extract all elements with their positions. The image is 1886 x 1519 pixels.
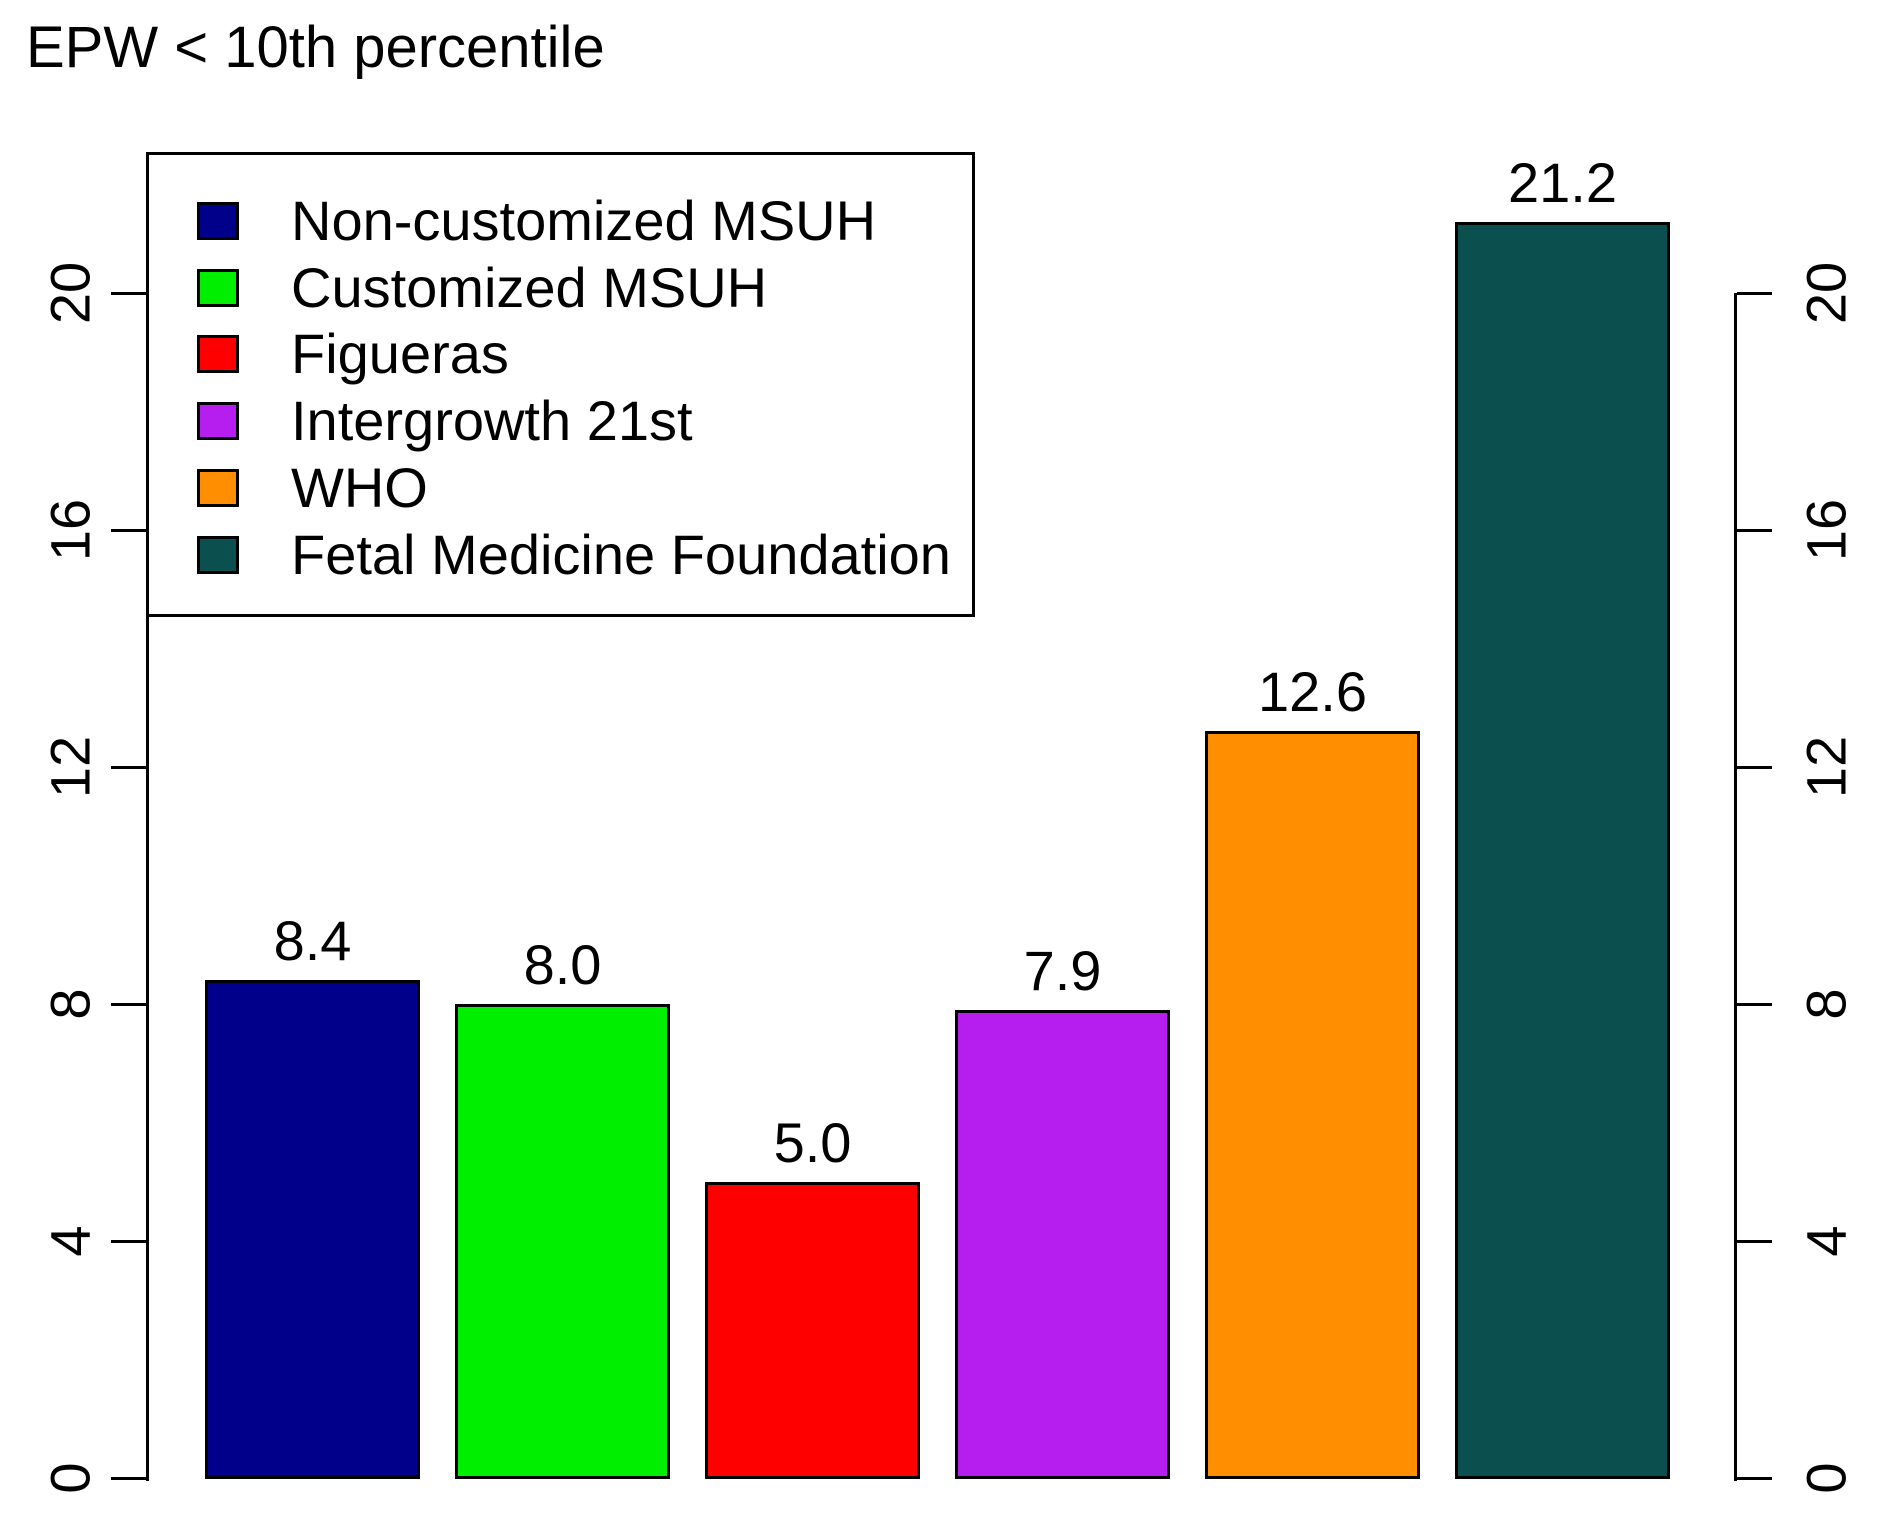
y-tick-left bbox=[111, 529, 146, 532]
y-tick-right bbox=[1737, 292, 1772, 295]
legend-label-non-customized-msuh: Non-customized MSUH bbox=[291, 189, 877, 252]
bar-value-label: 21.2 bbox=[1508, 150, 1617, 214]
y-tick-label-left: 12 bbox=[38, 735, 102, 799]
y-tick-label-right: 4 bbox=[1794, 1225, 1858, 1257]
bar-customized-msuh bbox=[455, 1004, 670, 1479]
y-tick-right bbox=[1737, 1003, 1772, 1006]
legend-swatch-figueras bbox=[197, 335, 239, 374]
legend-label-customized-msuh: Customized MSUH bbox=[291, 255, 768, 319]
y-tick-label-left: 0 bbox=[38, 1462, 102, 1494]
legend-label-intergrowth-21st: Intergrowth 21st bbox=[291, 389, 693, 453]
legend-swatch-non-customized-msuh bbox=[197, 202, 239, 240]
chart-title: EPW < 10th percentile bbox=[26, 15, 605, 80]
y-tick-right bbox=[1737, 529, 1772, 532]
bar-value-label: 7.9 bbox=[1023, 938, 1102, 1002]
y-tick-label-right: 12 bbox=[1794, 735, 1858, 799]
y-axis-left bbox=[146, 293, 149, 1481]
y-tick-left bbox=[111, 766, 146, 769]
y-tick-label-right: 20 bbox=[1794, 261, 1858, 325]
legend-swatch-who bbox=[197, 468, 239, 507]
y-tick-label-left: 20 bbox=[38, 261, 102, 325]
y-axis-right bbox=[1734, 293, 1737, 1481]
y-tick-left bbox=[111, 1240, 146, 1243]
y-tick-left bbox=[111, 292, 146, 295]
bar-value-label: 8.0 bbox=[523, 933, 602, 996]
bar-value-label: 8.4 bbox=[273, 909, 352, 973]
y-tick-right bbox=[1737, 766, 1772, 769]
y-tick-label-left: 8 bbox=[38, 988, 102, 1020]
legend-label-who: WHO bbox=[291, 455, 428, 519]
legend-box: Non-customized MSUH Customized MSUH Figuer… bbox=[146, 152, 975, 617]
y-tick-left bbox=[111, 1477, 146, 1480]
bar-fetal-medicine-foundation bbox=[1455, 221, 1670, 1479]
legend-label-figueras: Figueras bbox=[291, 322, 509, 386]
bar-intergrowth-21st bbox=[955, 1009, 1170, 1479]
bar-value-label: 12.6 bbox=[1258, 660, 1367, 724]
bar-who bbox=[1205, 731, 1420, 1479]
bar-figueras bbox=[705, 1181, 920, 1479]
y-tick-label-left: 16 bbox=[38, 498, 102, 562]
y-tick-left bbox=[111, 1003, 146, 1006]
bar-value-label: 5.0 bbox=[773, 1110, 852, 1174]
legend-swatch-customized-msuh bbox=[197, 268, 239, 307]
y-tick-label-right: 8 bbox=[1794, 988, 1858, 1020]
y-tick-right bbox=[1737, 1477, 1772, 1480]
legend-swatch-fetal-medicine-foundation bbox=[197, 535, 239, 574]
y-tick-right bbox=[1737, 1240, 1772, 1243]
y-tick-label-right: 16 bbox=[1794, 498, 1858, 562]
y-tick-label-left: 4 bbox=[38, 1225, 102, 1257]
y-tick-label-right: 0 bbox=[1794, 1462, 1858, 1494]
bar-non-customized-msuh bbox=[205, 980, 420, 1479]
legend-label-fetal-medicine-foundation: Fetal Medicine Foundation bbox=[291, 522, 951, 586]
legend-swatch-intergrowth-21st bbox=[197, 402, 239, 441]
